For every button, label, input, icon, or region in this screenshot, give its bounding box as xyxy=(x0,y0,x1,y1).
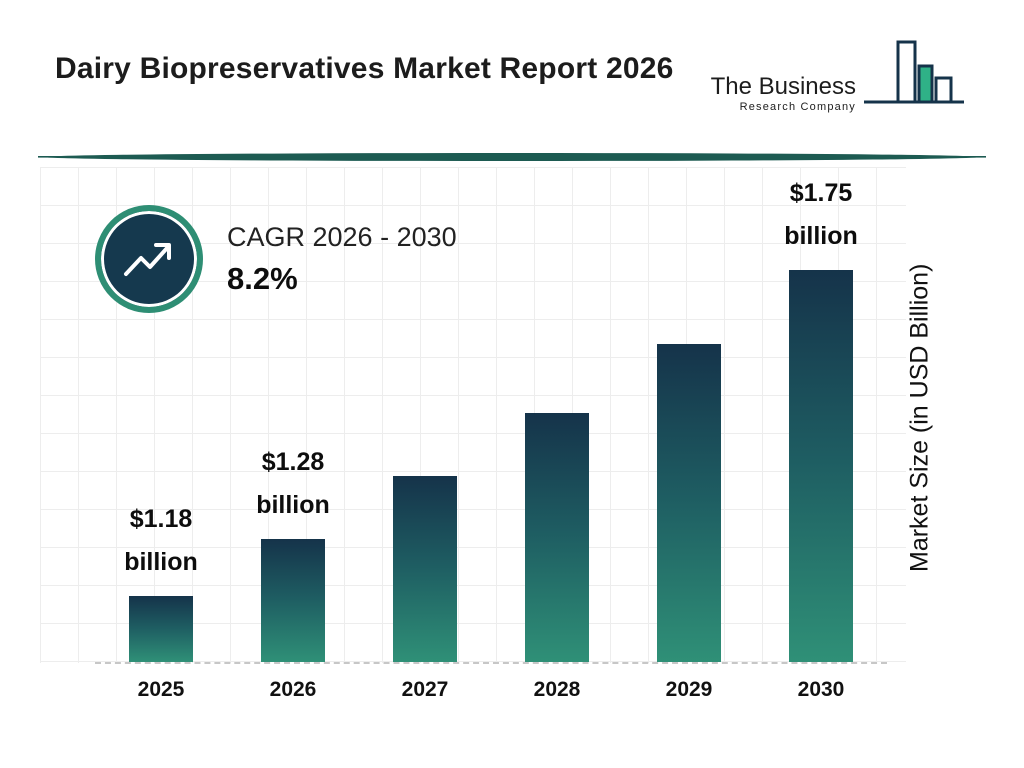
bar-column-2025: $1.18 billion xyxy=(95,498,227,662)
x-tick-2029: 2029 xyxy=(665,678,713,701)
logo-name: The Business xyxy=(710,72,856,100)
bar-column-2029 xyxy=(623,344,755,662)
bar-column-2027 xyxy=(359,476,491,662)
bars-row: $1.18 billion $1.28 billion $1.75 billion xyxy=(95,165,887,664)
x-tick-2028: 2028 xyxy=(533,678,581,701)
bar-2029 xyxy=(657,344,721,662)
cagr-callout: CAGR 2026 - 2030 8.2% xyxy=(95,205,457,313)
bar-2025 xyxy=(129,596,193,662)
logo-subname: Research Company xyxy=(739,101,856,113)
cagr-value: 8.2% xyxy=(227,260,298,296)
x-tick-2030: 2030 xyxy=(797,678,845,701)
x-axis-ticks: 2025 2026 2027 2028 2029 2030 xyxy=(95,678,887,702)
cagr-label: CAGR 2026 - 2030 xyxy=(227,221,457,252)
section-divider xyxy=(38,150,986,162)
bar-column-2030: $1.75 billion xyxy=(755,172,887,662)
logo-text: The Business Research Company xyxy=(711,74,856,123)
x-tick-2027: 2027 xyxy=(401,678,449,701)
x-tick-2026: 2026 xyxy=(269,678,317,701)
page-title: Dairy Biopreservatives Market Report 202… xyxy=(55,52,674,85)
bar-2027 xyxy=(393,476,457,662)
company-logo: The Business Research Company xyxy=(711,38,966,123)
value-label-2026: $1.28 billion xyxy=(256,448,330,519)
x-tick-2025: 2025 xyxy=(137,678,185,701)
logo-bars-icon xyxy=(862,38,966,123)
bar-2028 xyxy=(525,413,589,662)
bar-chart: $1.18 billion $1.28 billion $1.75 billion 202… xyxy=(95,165,887,702)
value-label-2025: $1.18 billion xyxy=(124,505,198,576)
y-axis-label: Market Size (in USD Billion) xyxy=(905,263,934,572)
bar-2026 xyxy=(261,539,325,662)
trending-up-icon xyxy=(95,205,203,313)
value-label-2030: $1.75 billion xyxy=(784,179,858,250)
bar-2030 xyxy=(789,270,853,662)
bar-column-2026: $1.28 billion xyxy=(227,441,359,662)
cagr-text: CAGR 2026 - 2030 8.2% xyxy=(227,222,457,297)
bar-column-2028 xyxy=(491,413,623,662)
